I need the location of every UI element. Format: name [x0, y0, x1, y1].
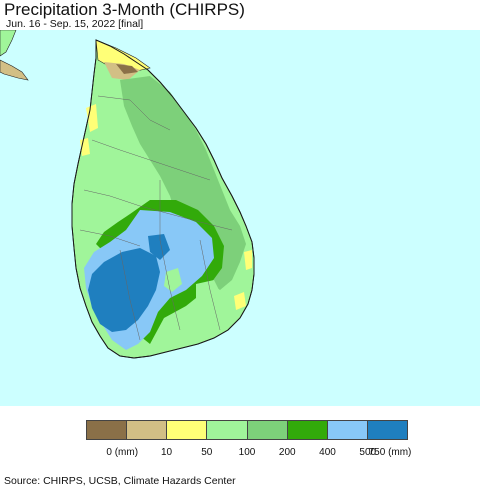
district-boundaries [79, 95, 233, 341]
legend-swatch [327, 421, 368, 439]
precipitation-map [0, 30, 480, 406]
legend-swatch [207, 421, 248, 439]
map-panel [0, 30, 480, 406]
coastline [71, 39, 255, 359]
map-subtitle: Jun. 16 - Sep. 15, 2022 [final] [6, 18, 144, 30]
legend-swatch [167, 421, 208, 439]
legend-tick-label: 0 (mm) [106, 447, 139, 458]
legend-swatch [287, 421, 328, 439]
central-light-patch [164, 268, 182, 292]
legend-swatch [127, 421, 168, 439]
east-coast-dry-north [244, 250, 252, 270]
india-tip-land [0, 30, 17, 57]
legend-tick-label: 750 (mm) [368, 447, 412, 458]
map-title: Precipitation 3-Month (CHIRPS) [4, 0, 245, 19]
legend-tick-label: 10 [160, 447, 173, 458]
legend-tick-label: 500 [359, 447, 377, 458]
legend-swatch [87, 421, 128, 439]
india-coast-land [0, 59, 29, 81]
northwest-coast-dry [86, 104, 98, 132]
uva-light-patch [196, 280, 222, 310]
color-legend [86, 420, 408, 440]
wettest-zone [88, 248, 160, 332]
legend-swatch [367, 421, 407, 439]
legend-tick-labels: 0 (mm) 10 50 100 200 400 500 750 (mm) [0, 447, 480, 461]
east-coast-dry-south [234, 292, 246, 310]
jaffna-driest-zone [116, 64, 138, 74]
legend-tick-label: 200 [278, 447, 296, 458]
legend-swatch [247, 421, 288, 439]
source-credit: Source: CHIRPS, UCSB, Climate Hazards Ce… [4, 475, 236, 487]
highland-wettest-patch [148, 234, 170, 260]
legend-tick-label: 100 [238, 447, 256, 458]
legend-tick-label: 50 [201, 447, 213, 458]
legend-tick-label: 400 [319, 447, 336, 458]
